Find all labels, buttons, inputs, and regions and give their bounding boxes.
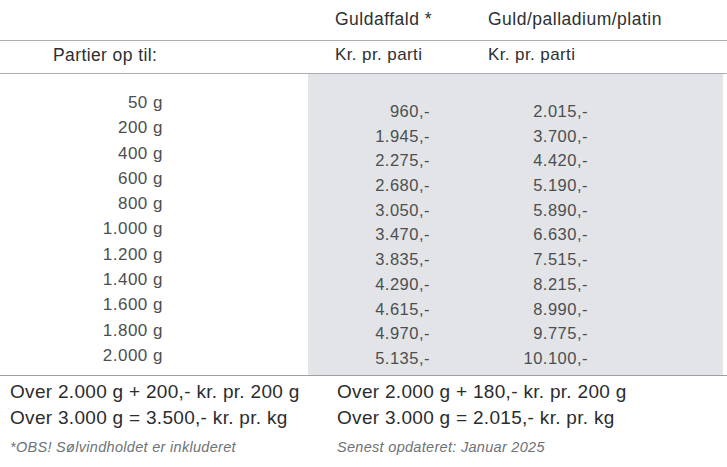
guldaffald-price: 4.970,- [310, 321, 430, 346]
row-axis-label: Partier op til: [53, 45, 157, 66]
guld-palladium-platin-price: 5.890,- [450, 198, 588, 223]
last-updated-footnote: Senest opdateret: Januar 2025 [337, 439, 545, 455]
weight-label: 1.800 g [0, 318, 163, 343]
weight-column: 50 g200 g400 g600 g800 g1.000 g1.200 g1.… [0, 90, 163, 368]
guldaffald-price: 5.135,- [310, 346, 430, 371]
guldaffald-price-column: 960,-1.945,-2.275,-2.680,-3.050,-3.470,-… [310, 99, 430, 371]
guld-palladium-platin-price: 9.775,- [450, 321, 588, 346]
guld-palladium-platin-price: 10.100,- [450, 346, 588, 371]
weight-label: 400 g [0, 141, 163, 166]
guldaffald-over-2000-rule: Over 2.000 g + 200,- kr. pr. 200 g [10, 381, 300, 403]
guld-palladium-platin-price-column: 2.015,-3.700,-4.420,-5.190,-5.890,-6.630… [450, 99, 588, 371]
header-rule [0, 73, 727, 74]
price-table: Guldaffald * Guld/palladium/platin Parti… [0, 0, 727, 467]
weight-label: 50 g [0, 90, 163, 115]
column-header-guld-palladium-platin: Guld/palladium/platin [488, 9, 662, 30]
guld-palladium-platin-price: 6.630,- [450, 222, 588, 247]
guldaffald-price: 2.275,- [310, 148, 430, 173]
guld-palladium-platin-price: 8.215,- [450, 272, 588, 297]
weight-label: 800 g [0, 191, 163, 216]
gpp-over-3000-rule: Over 3.000 g = 2.015,- kr. pr. kg [337, 407, 615, 429]
guld-palladium-platin-price: 3.700,- [450, 124, 588, 149]
weight-label: 600 g [0, 166, 163, 191]
guldaffald-price: 3.050,- [310, 198, 430, 223]
weight-label: 1.000 g [0, 216, 163, 241]
guldaffald-price: 1.945,- [310, 124, 430, 149]
weight-label: 1.400 g [0, 267, 163, 292]
silver-content-footnote: *OBS! Sølvindholdet er inkluderet [10, 439, 236, 455]
weight-label: 1.200 g [0, 242, 163, 267]
guldaffald-price: 4.615,- [310, 297, 430, 322]
weight-label: 2.000 g [0, 343, 163, 368]
weight-label: 1.600 g [0, 292, 163, 317]
guld-palladium-platin-price: 8.990,- [450, 297, 588, 322]
gpp-over-2000-rule: Over 2.000 g + 180,- kr. pr. 200 g [337, 381, 627, 403]
footer-rule [0, 375, 727, 376]
guldaffald-price: 3.835,- [310, 247, 430, 272]
guld-palladium-platin-price: 5.190,- [450, 173, 588, 198]
guldaffald-price: 960,- [310, 99, 430, 124]
guldaffald-price: 2.680,- [310, 173, 430, 198]
unit-label-guldaffald: Kr. pr. parti [335, 45, 422, 65]
top-rule [0, 40, 727, 41]
guldaffald-over-3000-rule: Over 3.000 g = 3.500,- kr. pr. kg [10, 407, 288, 429]
guldaffald-price: 4.290,- [310, 272, 430, 297]
unit-label-guld-palladium-platin: Kr. pr. parti [488, 45, 575, 65]
guld-palladium-platin-price: 7.515,- [450, 247, 588, 272]
guld-palladium-platin-price: 4.420,- [450, 148, 588, 173]
guld-palladium-platin-price: 2.015,- [450, 99, 588, 124]
weight-label: 200 g [0, 115, 163, 140]
column-header-guldaffald: Guldaffald * [335, 9, 432, 30]
guldaffald-price: 3.470,- [310, 222, 430, 247]
